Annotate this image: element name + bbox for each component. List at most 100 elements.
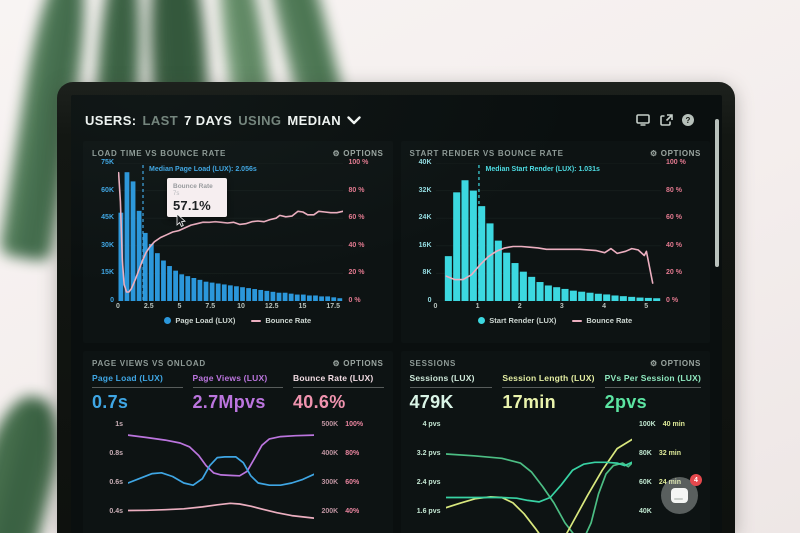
bar[interactable] — [325, 296, 331, 301]
bar[interactable] — [586, 292, 594, 301]
y-tick: 1s — [115, 421, 123, 428]
panel-title: PAGE VIEWS VS ONLOAD — [92, 359, 206, 368]
bar[interactable] — [469, 190, 477, 301]
y-tick-pair: 60K 24 min — [639, 479, 681, 486]
bar[interactable] — [136, 210, 142, 301]
page-title[interactable]: USERS: LAST 7 DAYS USING MEDIAN — [85, 113, 361, 128]
legend-item[interactable]: Bounce Rate — [572, 316, 632, 325]
bar[interactable] — [307, 295, 312, 301]
bar[interactable] — [444, 256, 452, 301]
bar[interactable] — [527, 276, 535, 301]
help-icon[interactable]: ? — [682, 114, 694, 126]
bar[interactable] — [118, 212, 124, 301]
metric-session-length[interactable]: Session Length (LUX) 17min — [502, 373, 595, 413]
legend-item[interactable]: Start Render (LUX) — [478, 316, 556, 325]
bar[interactable] — [602, 294, 610, 301]
bar[interactable] — [246, 288, 251, 301]
bar[interactable] — [124, 172, 130, 301]
bar[interactable] — [161, 260, 166, 301]
bar[interactable] — [221, 284, 227, 301]
bar[interactable] — [477, 206, 485, 301]
bar[interactable] — [185, 276, 191, 301]
y-tick: 200K — [321, 508, 339, 515]
y-tick: 40% — [345, 508, 360, 515]
options-button[interactable]: ⚙ OPTIONS — [650, 359, 701, 368]
bar[interactable] — [282, 292, 288, 301]
bar[interactable] — [619, 296, 627, 301]
bar[interactable] — [313, 295, 318, 301]
scrollbar[interactable] — [715, 119, 719, 267]
bounce-rate-line — [445, 245, 653, 284]
options-button[interactable]: ⚙ OPTIONS — [333, 359, 384, 368]
bar[interactable] — [544, 285, 552, 301]
legend-item[interactable]: Page Load (LUX) — [164, 316, 235, 325]
bar[interactable] — [644, 297, 652, 301]
metric-bounce-rate[interactable]: Bounce Rate (LUX) 40.6% — [293, 373, 384, 413]
metric-page-views[interactable]: Page Views (LUX) 2.7Mpvs — [192, 373, 283, 413]
bar[interactable] — [173, 270, 179, 301]
bar[interactable] — [337, 298, 343, 301]
metric-page-load[interactable]: Page Load (LUX) 0.7s — [92, 373, 183, 413]
legend-label: Start Render (LUX) — [489, 316, 557, 325]
share-icon[interactable] — [659, 114, 673, 126]
median-annotation: Median Start Render (LUX): 1.031s — [485, 166, 600, 173]
bar[interactable] — [240, 287, 245, 301]
bar[interactable] — [179, 274, 185, 301]
bar[interactable] — [234, 286, 239, 301]
bar[interactable] — [561, 288, 569, 301]
chevron-down-icon[interactable] — [347, 115, 361, 125]
bar[interactable] — [227, 285, 233, 301]
y-tick: 20 % — [666, 269, 682, 277]
x-tick: 0 — [116, 303, 120, 310]
options-button[interactable]: ⚙ OPTIONS — [650, 149, 701, 158]
bar[interactable] — [264, 290, 270, 301]
title-range: 7 DAYS — [184, 112, 233, 128]
bar[interactable] — [276, 292, 282, 301]
laptop-screen: USERS: LAST 7 DAYS USING MEDIAN — [71, 95, 722, 533]
bar[interactable] — [652, 298, 660, 301]
metric-sessions[interactable]: Sessions (LUX) 479K — [409, 373, 493, 413]
bar[interactable] — [536, 282, 544, 301]
bar[interactable] — [270, 291, 276, 301]
bar[interactable] — [142, 232, 148, 301]
bar[interactable] — [577, 291, 585, 301]
legend-item[interactable]: Bounce Rate — [251, 316, 311, 325]
bar[interactable] — [511, 263, 519, 301]
bar[interactable] — [288, 293, 294, 301]
options-button[interactable]: ⚙ OPTIONS — [333, 149, 384, 158]
bar[interactable] — [258, 289, 264, 301]
bar[interactable] — [197, 279, 203, 301]
bar[interactable] — [627, 296, 635, 301]
bar[interactable] — [494, 240, 502, 301]
options-label: OPTIONS — [343, 359, 384, 368]
bar[interactable] — [294, 294, 300, 301]
bar[interactable] — [300, 294, 306, 301]
bar[interactable] — [519, 271, 527, 301]
bar[interactable] — [215, 283, 221, 301]
bar[interactable] — [130, 181, 136, 301]
bar[interactable] — [486, 223, 494, 301]
bar[interactable] — [209, 282, 215, 301]
bar[interactable] — [167, 266, 172, 301]
bar[interactable] — [594, 293, 602, 301]
y-tick: 20 % — [348, 269, 365, 277]
bar[interactable] — [148, 243, 154, 301]
bar[interactable] — [502, 252, 510, 301]
bar[interactable] — [611, 295, 619, 301]
bar[interactable] — [319, 296, 324, 301]
y-tick-pair: 40K — [639, 508, 659, 515]
bar[interactable] — [203, 281, 209, 301]
bar[interactable] — [452, 192, 460, 301]
bar[interactable] — [461, 180, 469, 301]
bar[interactable] — [569, 290, 577, 301]
display-icon[interactable] — [636, 114, 650, 126]
bar[interactable] — [154, 253, 160, 301]
bar[interactable] — [552, 287, 560, 301]
bar[interactable] — [636, 297, 644, 301]
tooltip-bucket: 7s — [173, 191, 180, 197]
metric-pvs-per-session[interactable]: PVs Per Session (LUX) 2pvs — [604, 373, 701, 413]
messenger-button[interactable]: 4 — [661, 474, 702, 514]
bar[interactable] — [331, 297, 337, 301]
bar[interactable] — [252, 289, 258, 301]
bar[interactable] — [191, 278, 197, 301]
